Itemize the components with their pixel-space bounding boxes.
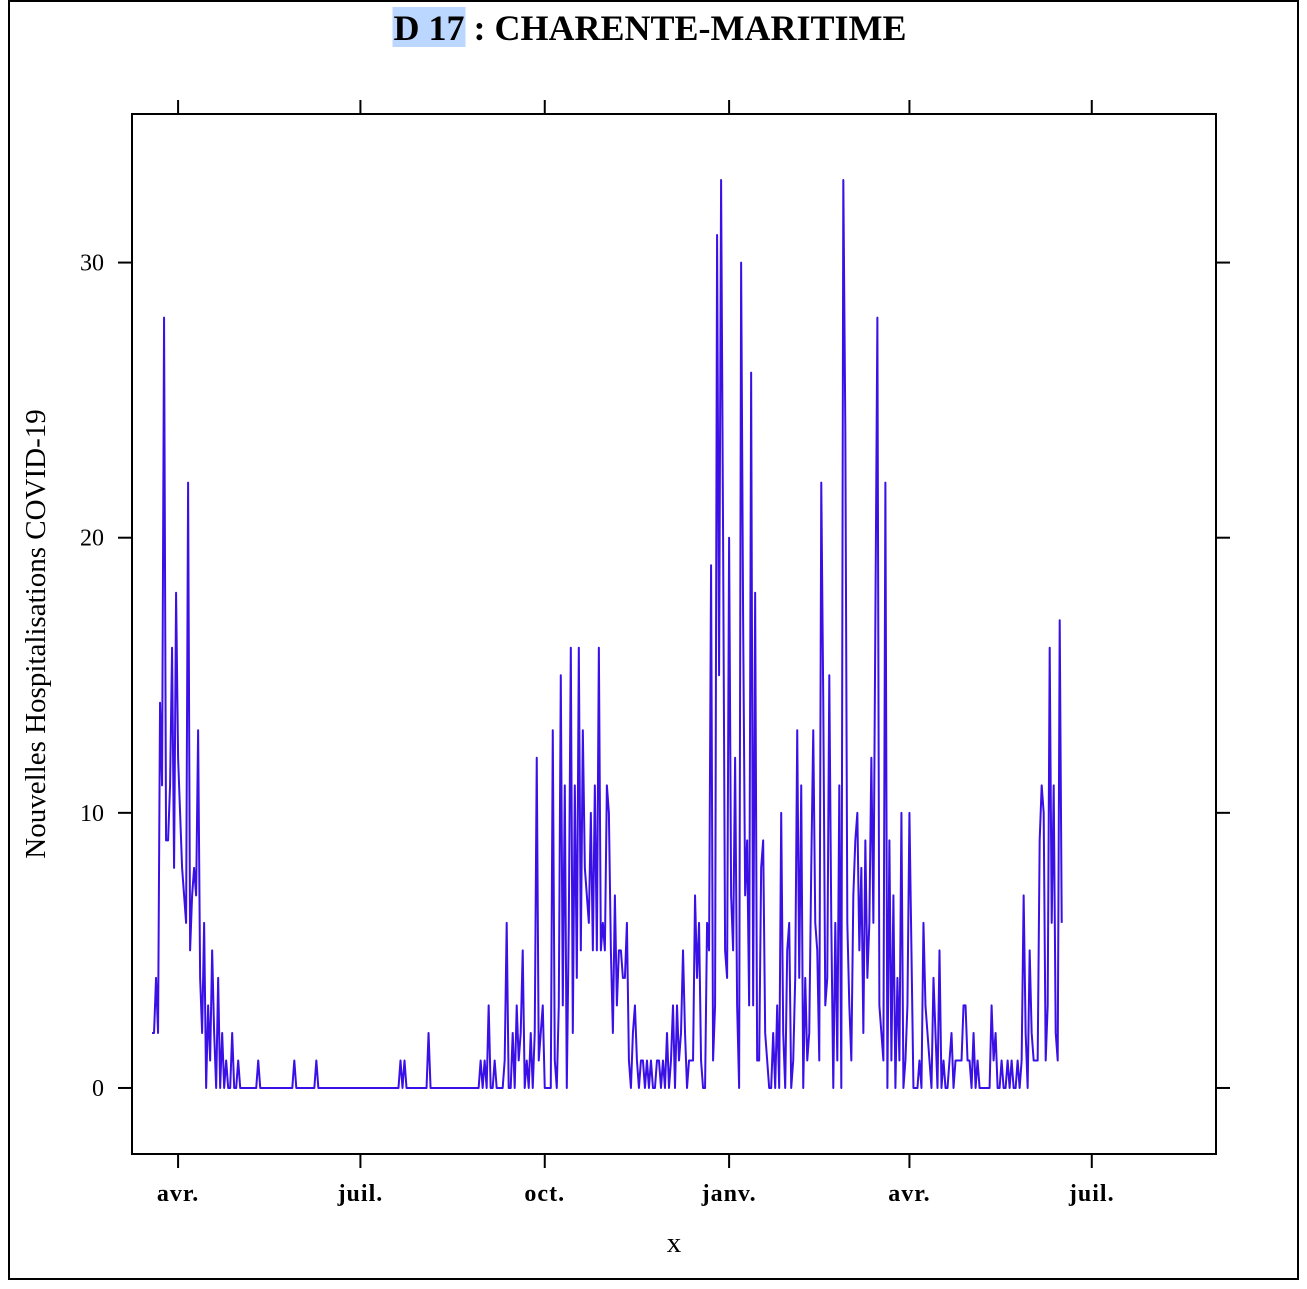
x-tick-label: juil. (337, 1181, 384, 1207)
title-highlight-text: D 17 (394, 8, 465, 48)
plot-frame (131, 113, 1217, 1155)
x-axis: avr. juil. oct. janv. avr. juil. (157, 100, 1115, 1207)
title-highlight-box (392, 7, 466, 47)
x-tick-label: oct. (524, 1181, 565, 1207)
series-line-0 (152, 179, 1063, 1089)
y-tick-label: 30 (80, 251, 104, 277)
y-axis-title: Nouvelles Hospitalisations COVID-19 (20, 409, 52, 858)
series-layer (152, 179, 1063, 1089)
x-axis-title: x (667, 1227, 682, 1259)
x-tick-label: juil. (1068, 1181, 1115, 1207)
y-axis: 0 10 20 30 (80, 251, 1230, 1102)
x-tick-label: janv. (701, 1181, 757, 1207)
y-tick-label: 0 (92, 1076, 104, 1102)
x-tick-label: avr. (888, 1181, 930, 1207)
x-tick-label: avr. (157, 1181, 199, 1207)
y-tick-label: 20 (80, 526, 104, 552)
chart-title: D 17 : CHARENTE-MARITIME (394, 8, 907, 48)
outer-frame (8, 0, 1299, 1280)
y-tick-label: 10 (80, 801, 104, 827)
title-rest-text: : CHARENTE-MARITIME (465, 8, 907, 48)
